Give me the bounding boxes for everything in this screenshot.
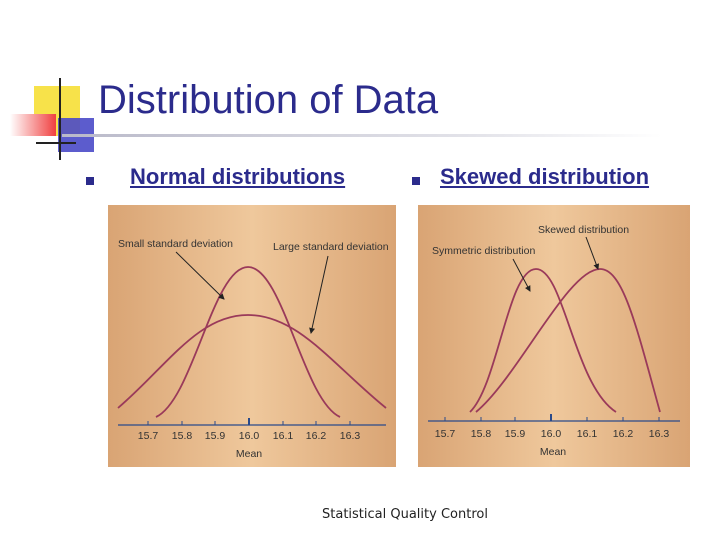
normal-figure-background xyxy=(108,205,396,467)
large-sd-curve xyxy=(117,314,387,409)
annotation-small-sd: Small standard deviation xyxy=(118,238,233,250)
figure-normal-distributions: 15.7 15.8 15.9 16.0 16.1 16.2 16.3 Mean … xyxy=(108,205,396,467)
skewed-tick-label: 16.2 xyxy=(613,428,634,440)
bullet-marker-1 xyxy=(86,177,94,185)
normal-tick-label: 16.2 xyxy=(306,430,327,442)
normal-figure-svg: 15.7 15.8 15.9 16.0 16.1 16.2 16.3 Mean … xyxy=(108,205,396,467)
arrow-small-sd xyxy=(175,251,225,300)
arrow-skewed xyxy=(585,236,600,270)
annotation-large-sd: Large standard deviation xyxy=(273,241,389,253)
skewed-tick-label: 16.3 xyxy=(649,428,670,440)
title-underline xyxy=(62,134,662,137)
decor-red-bar xyxy=(10,114,56,136)
normal-axis-label: Mean xyxy=(236,448,262,460)
skewed-axis-label: Mean xyxy=(540,446,566,458)
decor-horizontal-line xyxy=(36,142,76,144)
slide-title: Distribution of Data xyxy=(98,78,439,122)
normal-tick-label: 15.8 xyxy=(172,430,193,442)
normal-tick-label: 16.0 xyxy=(239,430,260,442)
skewed-curve xyxy=(475,268,661,413)
symmetric-curve xyxy=(469,268,617,413)
skewed-tick-label: 15.8 xyxy=(471,428,492,440)
normal-axis-ticks xyxy=(147,418,351,425)
bullet-skewed-distribution: Skewed distribution xyxy=(440,164,650,189)
annotation-skewed: Skewed distribution xyxy=(538,224,629,236)
normal-tick-label: 15.7 xyxy=(138,430,159,442)
annotation-symmetric: Symmetric distribution xyxy=(432,245,535,257)
normal-tick-label: 16.1 xyxy=(273,430,294,442)
slide-footer: Statistical Quality Control xyxy=(322,507,488,522)
skewed-tick-label: 15.9 xyxy=(505,428,526,440)
small-sd-curve xyxy=(155,266,341,418)
normal-tick-label: 15.9 xyxy=(205,430,226,442)
decor-vertical-line xyxy=(59,78,61,160)
arrow-symmetric xyxy=(512,258,531,292)
skewed-tick-label: 15.7 xyxy=(435,428,456,440)
figure-skewed-distribution: 15.7 15.8 15.9 16.0 16.1 16.2 16.3 Mean … xyxy=(418,205,690,467)
skewed-tick-label: 16.0 xyxy=(541,428,562,440)
skewed-figure-background xyxy=(418,205,690,467)
bullet-normal-distributions: Normal distributions xyxy=(130,164,346,189)
skewed-tick-label: 16.1 xyxy=(577,428,598,440)
skewed-figure-svg: 15.7 15.8 15.9 16.0 16.1 16.2 16.3 Mean … xyxy=(418,205,690,467)
normal-tick-label: 16.3 xyxy=(340,430,361,442)
arrow-large-sd xyxy=(309,255,329,334)
skewed-axis-ticks xyxy=(444,414,660,421)
bullet-marker-2 xyxy=(412,177,420,185)
